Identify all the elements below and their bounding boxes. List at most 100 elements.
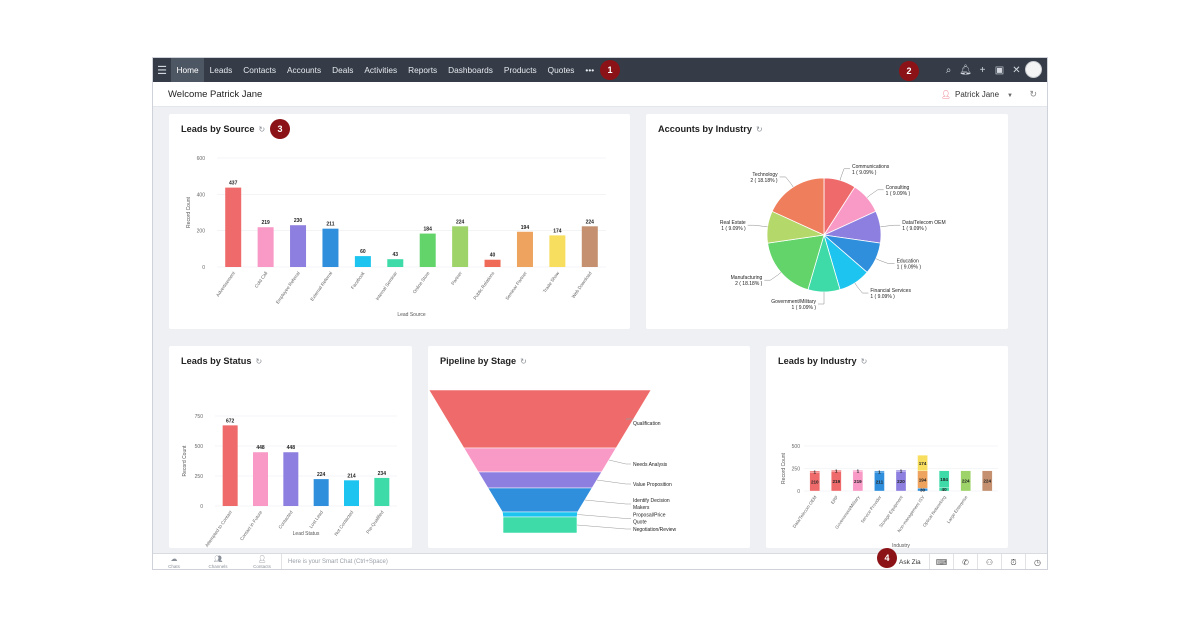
bar[interactable]: [222, 425, 238, 506]
data-label: 1: [900, 468, 903, 473]
plus-icon[interactable]: +: [979, 64, 986, 76]
bar[interactable]: [549, 235, 566, 267]
calendar-icon[interactable]: ▣: [994, 64, 1005, 76]
nav-icon-group: ⌕ 🔔︎ + ▣ ✕: [942, 58, 1023, 82]
bar[interactable]: [253, 452, 268, 506]
bar[interactable]: [387, 259, 404, 267]
nav-tab-quotes[interactable]: Quotes: [547, 65, 575, 75]
user-selector[interactable]: 👤︎ Patrick Jane ▼: [941, 90, 1013, 99]
nav-tab-deals[interactable]: Deals: [332, 65, 354, 75]
funnel-stage[interactable]: [502, 511, 578, 518]
nav-tab-products[interactable]: Products: [503, 65, 537, 75]
bar[interactable]: [313, 479, 329, 506]
page-subheader: Welcome Patrick Jane 👤︎ Patrick Jane ▼ ↻: [153, 82, 1047, 107]
data-label: 224: [586, 219, 595, 225]
bar[interactable]: [257, 227, 274, 267]
x-tick-label: Facebook: [350, 270, 366, 290]
refresh-icon[interactable]: ↻: [520, 357, 527, 366]
refresh-icon[interactable]: ↻: [860, 357, 868, 366]
x-tick-label: Large Enterprise: [946, 494, 969, 524]
funnel-leader-line: [576, 524, 631, 530]
pie-label: Consulting: [886, 185, 910, 191]
x-tick-label: Government/Military: [834, 494, 861, 530]
refresh-icon[interactable]: ↻: [255, 357, 263, 366]
bar[interactable]: [344, 480, 359, 506]
pie-slice[interactable]: [767, 234, 825, 291]
pie-leader-line: [854, 282, 869, 294]
user-avatar[interactable]: [1025, 61, 1042, 78]
nav-tab-reports[interactable]: Reports: [408, 65, 438, 75]
bar[interactable]: [581, 226, 598, 267]
nav-tab-home[interactable]: Home: [171, 58, 205, 82]
funnel-stage[interactable]: [477, 471, 603, 489]
gamepad-icon[interactable]: ⌨: [929, 554, 953, 569]
bar-segment[interactable]: [982, 470, 993, 492]
bar-segment[interactable]: [917, 455, 928, 471]
card-accounts-by-industry: Accounts by Industry ↻ Communications 1 ( …: [646, 114, 1008, 329]
bar-segment[interactable]: [938, 470, 950, 488]
ask-zia-button[interactable]: Ask Zia: [899, 559, 921, 566]
pie-slice[interactable]: [771, 177, 825, 236]
bar-segment[interactable]: [874, 470, 885, 473]
user-icon: 👤︎: [940, 90, 952, 99]
bar[interactable]: [225, 187, 242, 267]
nav-tab-leads[interactable]: Leads: [209, 65, 233, 75]
funnel-stage[interactable]: [487, 487, 593, 513]
phone-icon[interactable]: ✆: [953, 554, 977, 569]
bell-icon[interactable]: 🔔︎: [959, 64, 972, 76]
data-label: 219: [832, 479, 840, 484]
bar[interactable]: [452, 226, 469, 267]
chats-button[interactable]: ☁ Chats: [161, 555, 187, 569]
bar[interactable]: [484, 259, 501, 267]
pie-value-label: 1 ( 9.09% ): [852, 170, 877, 176]
refresh-icon[interactable]: ↻: [755, 125, 763, 134]
pie-value-label: 2 ( 18.18% ): [735, 281, 763, 287]
refresh-icon[interactable]: ↻: [258, 125, 266, 134]
alarm-icon[interactable]: ⏰︎: [1001, 554, 1025, 569]
bar[interactable]: [374, 477, 390, 506]
nav-tab-accounts[interactable]: Accounts: [287, 65, 322, 75]
nav-tab-dashboards[interactable]: Dashboards: [448, 65, 493, 75]
user-selector-label: Patrick Jane: [955, 90, 1000, 99]
bar-segment[interactable]: [809, 470, 820, 473]
data-label: 234: [378, 471, 387, 477]
bar[interactable]: [419, 233, 436, 267]
smart-chat-input[interactable]: Here is your Smart Chat (Ctrl+Space): [281, 554, 871, 569]
bar-segment[interactable]: [960, 470, 971, 492]
pie-label: Manufacturing: [731, 275, 763, 281]
x-tick-label: Trade Show: [542, 270, 561, 294]
funnel-stage[interactable]: [502, 516, 578, 534]
tools-icon[interactable]: ✕: [1012, 64, 1021, 76]
nav-tab-activities[interactable]: Activities: [364, 65, 398, 75]
pie-value-label: 1 ( 9.09% ): [792, 305, 817, 311]
bar[interactable]: [322, 228, 339, 267]
card-title-leads-by-status: Leads by Status: [181, 356, 252, 366]
channels-button[interactable]: 👥︎ Channels: [205, 555, 231, 569]
people-icon[interactable]: ⚇: [977, 554, 1001, 569]
data-label: 224: [317, 472, 326, 478]
search-icon[interactable]: ⌕: [945, 64, 952, 76]
funnel-label: Negotiation/Review: [633, 527, 676, 533]
y-tick-label: 0: [797, 489, 800, 495]
bar-segment[interactable]: [831, 470, 842, 472]
pie-value-label: 1 ( 9.09% ): [897, 265, 922, 271]
pie-leader-line: [866, 189, 884, 198]
bar-segment[interactable]: [895, 469, 907, 472]
clock-icon[interactable]: ◷: [1025, 554, 1047, 569]
funnel-stage[interactable]: [463, 447, 617, 473]
bar[interactable]: [516, 231, 533, 267]
funnel-leader-line: [577, 514, 631, 519]
refresh-icon[interactable]: ↻: [1029, 89, 1037, 99]
data-label: 448: [287, 445, 296, 451]
nav-more-button[interactable]: •••: [585, 65, 595, 75]
bar[interactable]: [290, 225, 307, 267]
card-title-accounts-by-industry: Accounts by Industry: [658, 124, 752, 134]
funnel-stage[interactable]: [428, 389, 652, 449]
bar[interactable]: [354, 256, 371, 267]
bar-segment[interactable]: [852, 470, 864, 472]
x-tick-label: ERP: [830, 495, 839, 505]
nav-tab-contacts[interactable]: Contacts: [243, 65, 276, 75]
contacts-button[interactable]: 👤︎ Contacts: [249, 555, 275, 569]
hamburger-menu-icon[interactable]: ☰: [157, 64, 167, 77]
bar[interactable]: [283, 452, 299, 506]
